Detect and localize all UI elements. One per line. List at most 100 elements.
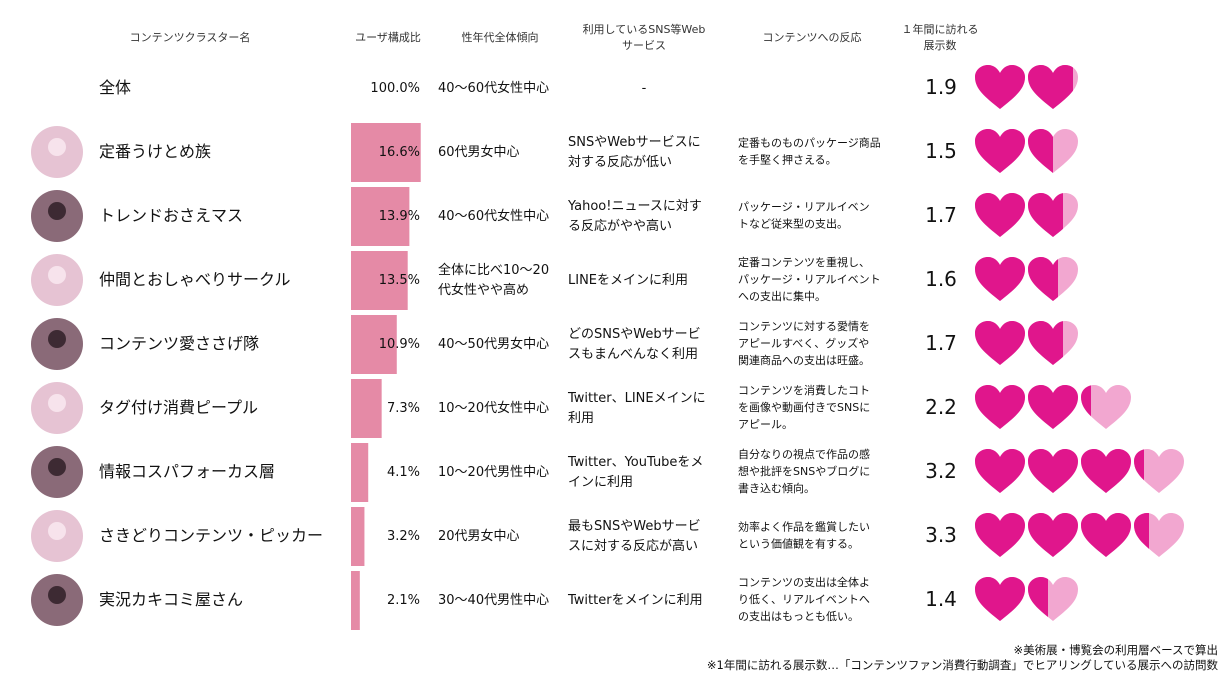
avatar <box>31 446 83 498</box>
avatar <box>31 190 83 242</box>
reaction: 自分なりの視点で作品の感想や批評をSNSやブログに書き込む傾向。 <box>738 447 870 495</box>
age-trend: 40〜60代女性中心 <box>438 208 549 224</box>
visits-value: 1.4 <box>925 587 957 611</box>
sns-usage: LINEをメインに利用 <box>568 273 688 288</box>
heart <box>975 257 1025 301</box>
heart <box>1028 577 1078 621</box>
heart <box>1028 65 1078 109</box>
visits-value: 3.2 <box>925 459 957 483</box>
avatar <box>31 574 83 626</box>
avatar-head <box>48 394 66 412</box>
share-bar <box>351 507 365 566</box>
heart <box>1028 385 1078 429</box>
heart <box>1134 513 1184 557</box>
share-bar <box>351 123 421 182</box>
sns-usage: - <box>642 81 647 96</box>
avatar <box>31 126 83 178</box>
visits-value: 1.7 <box>925 203 957 227</box>
heart-fill <box>975 321 1025 365</box>
share-label: 13.9% <box>379 209 420 224</box>
footnote: ※美術展・博覧会の利用層ベースで算出 <box>1013 643 1218 657</box>
heart-fill <box>975 193 1025 237</box>
cluster-name: 全体 <box>99 78 131 97</box>
heart-fill <box>975 449 1025 493</box>
avatar <box>31 254 83 306</box>
heart-fill <box>975 257 1025 301</box>
avatar-head <box>48 202 66 220</box>
column-header: 利用しているSNS等Web サービス <box>583 22 706 52</box>
heart-fill <box>1028 385 1078 429</box>
visits-value: 1.6 <box>925 267 957 291</box>
heart <box>975 513 1025 557</box>
share-bar <box>351 251 408 310</box>
heart <box>1028 129 1078 173</box>
visits-value: 2.2 <box>925 395 957 419</box>
age-trend: 40〜60代女性中心 <box>438 80 549 96</box>
heart <box>1081 449 1131 493</box>
column-header: ユーザ構成比 <box>355 31 421 44</box>
sns-usage: SNSやWebサービスに対する反応が低い <box>568 135 701 170</box>
sns-usage: Twitter、YouTubeをメインに利用 <box>567 455 703 490</box>
heart <box>975 193 1025 237</box>
share-label: 4.1% <box>387 465 420 480</box>
avatar-head <box>48 138 66 156</box>
heart <box>1028 193 1078 237</box>
column-header: コンテンツクラスター名 <box>130 30 251 44</box>
age-trend: 40〜50代男女中心 <box>438 336 549 352</box>
heart-fill <box>975 65 1025 109</box>
age-trend: 60代男女中心 <box>438 144 520 160</box>
heart <box>1028 321 1078 365</box>
share-bar <box>351 187 410 246</box>
avatar <box>31 510 83 562</box>
cluster-name: 仲間とおしゃべりサークル <box>99 270 291 289</box>
sns-usage: どのSNSやWebサービスもまんべんなく利用 <box>568 327 701 362</box>
reaction: コンテンツの支出は全体より低く、リアルイベントへの支出はもっとも低い。 <box>738 575 870 623</box>
share-label: 3.2% <box>387 529 420 544</box>
heart-fill <box>1028 65 1073 109</box>
heart <box>975 449 1025 493</box>
age-trend: 20代男女中心 <box>438 528 520 544</box>
avatar <box>31 318 83 370</box>
sns-usage: Twitterをメインに利用 <box>567 593 703 608</box>
share-bar <box>351 443 369 502</box>
heart-fill <box>975 513 1025 557</box>
cluster-name: トレンドおさえマス <box>99 206 243 225</box>
share-label: 100.0% <box>370 81 420 96</box>
column-header: 性年代全体傾向 <box>462 30 539 44</box>
age-trend: 10〜20代女性中心 <box>438 400 549 416</box>
heart <box>1081 385 1131 429</box>
age-trend: 全体に比べ10〜20 代女性やや高め <box>438 262 549 298</box>
avatar-head <box>48 266 66 284</box>
cluster-name: タグ付け消費ピープル <box>99 398 258 417</box>
sns-usage: Twitter、LINEメインに利用 <box>567 391 706 426</box>
cluster-name: 定番うけとめ族 <box>99 142 211 161</box>
heart-fill <box>1028 449 1078 493</box>
cluster-name: コンテンツ愛ささげ隊 <box>99 334 259 353</box>
avatar-head <box>48 586 66 604</box>
heart-fill <box>1028 513 1078 557</box>
visits-value: 1.5 <box>925 139 957 163</box>
heart <box>975 321 1025 365</box>
sns-usage: Yahoo!ニュースに対する反応がやや高い <box>567 199 702 234</box>
heart <box>1028 513 1078 557</box>
heart-fill <box>975 385 1025 429</box>
heart-fill <box>1081 449 1131 493</box>
reaction: パッケージ・リアルイベントなど従来型の支出。 <box>738 201 870 231</box>
column-header: １年間に訪れる展示数 <box>902 22 979 52</box>
avatar-head <box>48 458 66 476</box>
footnote: ※1年間に訪れる展示数…「コンテンツファン消費行動調査」でヒアリングしている展示… <box>707 658 1219 672</box>
sns-usage: 最もSNSやWebサービスに対する反応が高い <box>568 519 701 554</box>
age-trend: 10〜20代男性中心 <box>438 465 549 480</box>
share-label: 13.5% <box>379 273 420 288</box>
cluster-name: さきどりコンテンツ・ピッカー <box>99 526 323 545</box>
avatar-head <box>48 522 66 540</box>
heart <box>975 129 1025 173</box>
column-header: コンテンツへの反応 <box>763 30 862 44</box>
heart <box>975 385 1025 429</box>
share-label: 10.9% <box>379 337 420 352</box>
share-label: 7.3% <box>387 401 420 416</box>
share-label: 16.6% <box>379 145 420 160</box>
heart <box>975 577 1025 621</box>
cluster-name: 実況カキコミ屋さん <box>99 590 243 609</box>
